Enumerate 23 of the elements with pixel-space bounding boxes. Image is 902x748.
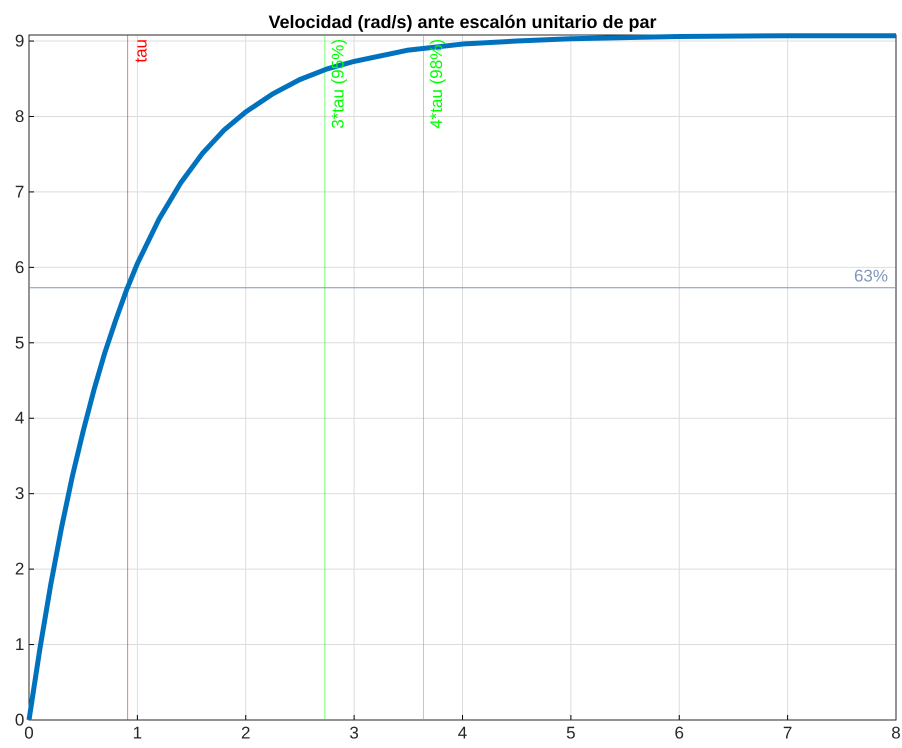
- y-tick-label: 5: [14, 333, 24, 352]
- ref-line-label: 4*tau (98%): [427, 39, 446, 129]
- ref-line-label: tau: [131, 39, 150, 63]
- annotation: 63%: [854, 266, 888, 286]
- x-tick-label: 5: [566, 723, 576, 742]
- chart-title: Velocidad (rad/s) ante escalón unitario de par: [268, 12, 657, 32]
- y-tick-label: 4: [14, 408, 24, 428]
- ref-line-label: 3*tau (95%): [328, 39, 348, 129]
- x-tick-label: 8: [891, 723, 901, 742]
- y-tick-label: 0: [14, 710, 24, 730]
- y-tick-label: 8: [14, 106, 24, 126]
- y-tick-label: 7: [14, 182, 24, 202]
- y-tick-label: 2: [14, 560, 24, 579]
- x-tick-label: 6: [674, 723, 684, 742]
- y-tick-label: 9: [14, 31, 24, 50]
- x-tick-label: 1: [132, 723, 142, 742]
- x-tick-label: 4: [458, 723, 468, 742]
- y-tick-label: 6: [14, 258, 24, 277]
- y-tick-label: 1: [14, 635, 24, 654]
- y-tick-label: 3: [14, 484, 24, 504]
- x-tick-label: 2: [241, 723, 250, 742]
- x-tick-label: 3: [349, 723, 359, 742]
- x-tick-label: 7: [782, 723, 792, 742]
